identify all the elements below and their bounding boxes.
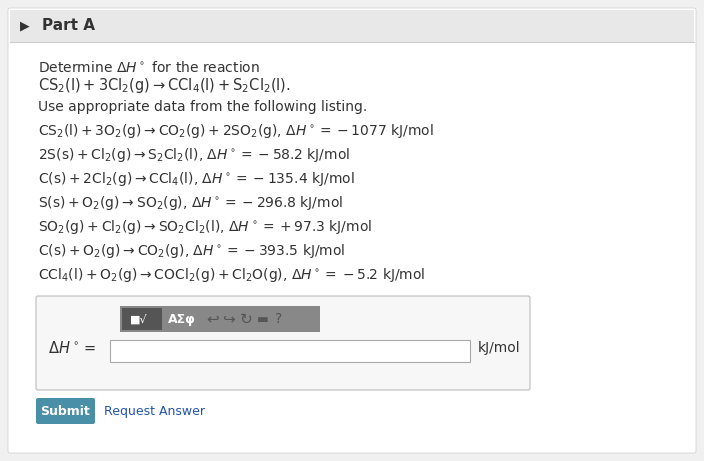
Text: ■√: ■√ (130, 314, 148, 324)
Text: $\Delta H^\circ =$: $\Delta H^\circ =$ (48, 340, 96, 356)
Bar (110, 340, 470, 362)
Text: $\mathrm{SO_2(g) + Cl_2(g) \rightarrow SO_2Cl_2(l)}$, $\Delta H^\circ = +97.3$ k: $\mathrm{SO_2(g) + Cl_2(g) \rightarrow S… (38, 218, 372, 236)
Bar (120, 306, 320, 332)
Text: Request Answer: Request Answer (104, 404, 205, 418)
Text: ?: ? (275, 312, 282, 326)
Text: $\mathrm{CS_2(l) + 3Cl_2(g) \rightarrow CCl_4(l) + S_2Cl_2(l)}$.: $\mathrm{CS_2(l) + 3Cl_2(g) \rightarrow … (38, 76, 291, 95)
Text: $\mathrm{CCl_4(l) + O_2(g) \rightarrow COCl_2(g) + Cl_2O(g)}$, $\Delta H^\circ =: $\mathrm{CCl_4(l) + O_2(g) \rightarrow C… (38, 266, 425, 284)
Text: $\mathrm{C(s) + O_2(g) \rightarrow CO_2(g)}$, $\Delta H^\circ = -393.5$ kJ/mol: $\mathrm{C(s) + O_2(g) \rightarrow CO_2(… (38, 242, 346, 260)
Text: ▶: ▶ (20, 19, 30, 32)
FancyBboxPatch shape (8, 8, 696, 453)
Text: ΑΣφ: ΑΣφ (168, 313, 196, 325)
Text: $\mathrm{CS_2(l) + 3O_2(g) \rightarrow CO_2(g) + 2SO_2(g)}$, $\Delta H^\circ = -: $\mathrm{CS_2(l) + 3O_2(g) \rightarrow C… (38, 122, 434, 140)
Text: kJ/mol: kJ/mol (478, 341, 521, 355)
Text: Part A: Part A (42, 18, 95, 34)
Bar (122, 308, 162, 330)
Text: Determine $\Delta H^\circ$ for the reaction: Determine $\Delta H^\circ$ for the react… (38, 60, 260, 75)
Text: $\mathrm{2S(s) + Cl_2(g) \rightarrow S_2Cl_2(l)}$, $\Delta H^\circ = -58.2$ kJ/m: $\mathrm{2S(s) + Cl_2(g) \rightarrow S_2… (38, 146, 350, 164)
Text: Submit: Submit (40, 404, 90, 418)
Bar (10, 10, 694, 42)
Text: $\mathrm{S(s) + O_2(g) \rightarrow SO_2(g)}$, $\Delta H^\circ = -296.8$ kJ/mol: $\mathrm{S(s) + O_2(g) \rightarrow SO_2(… (38, 194, 343, 212)
FancyBboxPatch shape (36, 296, 530, 390)
Text: ↪: ↪ (222, 312, 234, 326)
Text: ▬: ▬ (257, 313, 269, 325)
Text: ↩: ↩ (206, 312, 219, 326)
FancyBboxPatch shape (36, 398, 95, 424)
Text: Use appropriate data from the following listing.: Use appropriate data from the following … (38, 100, 367, 114)
Text: $\mathrm{C(s) + 2Cl_2(g) \rightarrow CCl_4(l)}$, $\Delta H^\circ = -135.4$ kJ/mo: $\mathrm{C(s) + 2Cl_2(g) \rightarrow CCl… (38, 170, 355, 188)
Text: ↻: ↻ (240, 312, 253, 326)
